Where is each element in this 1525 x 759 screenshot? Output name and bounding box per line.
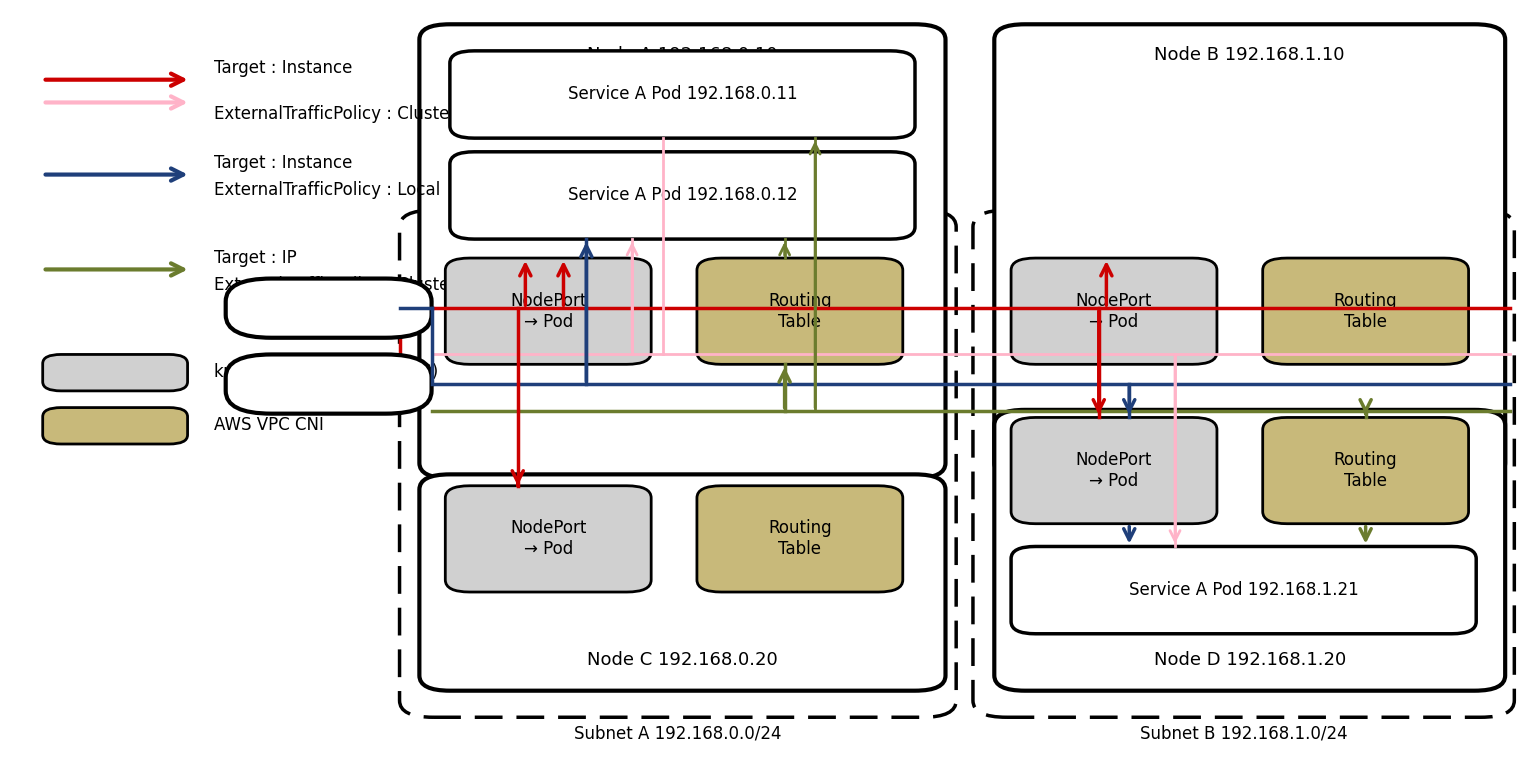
- FancyBboxPatch shape: [43, 354, 188, 391]
- FancyBboxPatch shape: [994, 24, 1505, 478]
- FancyBboxPatch shape: [697, 486, 903, 592]
- FancyBboxPatch shape: [43, 408, 188, 444]
- Text: NodePort
→ Pod: NodePort → Pod: [509, 291, 587, 331]
- FancyBboxPatch shape: [450, 152, 915, 239]
- Text: Node A 192.168.0.10: Node A 192.168.0.10: [587, 46, 778, 64]
- Text: Routing
Table: Routing Table: [769, 519, 831, 559]
- Text: Service A Pod 192.168.0.11: Service A Pod 192.168.0.11: [567, 86, 798, 103]
- Text: ExternalTrafficPolicy : Cluster, Local: ExternalTrafficPolicy : Cluster, Local: [214, 276, 509, 294]
- FancyBboxPatch shape: [226, 354, 432, 414]
- Text: NodePort
→ Pod: NodePort → Pod: [1075, 451, 1153, 490]
- FancyBboxPatch shape: [994, 410, 1505, 691]
- Text: Subnet B 192.168.1.0/24: Subnet B 192.168.1.0/24: [1139, 725, 1348, 743]
- FancyBboxPatch shape: [1011, 546, 1476, 634]
- Text: NodePort
→ Pod: NodePort → Pod: [1075, 291, 1153, 331]
- Text: CLB: CLB: [308, 298, 349, 318]
- FancyBboxPatch shape: [445, 486, 651, 592]
- FancyBboxPatch shape: [445, 258, 651, 364]
- Text: Routing
Table: Routing Table: [769, 291, 831, 331]
- Text: NLB: NLB: [308, 374, 349, 394]
- FancyBboxPatch shape: [697, 258, 903, 364]
- Text: Node D 192.168.1.20: Node D 192.168.1.20: [1153, 651, 1347, 669]
- Text: Node B 192.168.1.10: Node B 192.168.1.10: [1154, 46, 1345, 64]
- Text: kube-proxy (iptables, IPVS): kube-proxy (iptables, IPVS): [214, 363, 438, 381]
- Text: Subnet A 192.168.0.0/24: Subnet A 192.168.0.0/24: [573, 725, 782, 743]
- Text: Routing
Table: Routing Table: [1334, 451, 1397, 490]
- Text: ExternalTrafficPolicy : Local: ExternalTrafficPolicy : Local: [214, 181, 439, 199]
- FancyBboxPatch shape: [419, 474, 946, 691]
- Text: Service A Pod 192.168.1.21: Service A Pod 192.168.1.21: [1128, 581, 1359, 599]
- FancyBboxPatch shape: [400, 210, 956, 717]
- FancyBboxPatch shape: [1011, 258, 1217, 364]
- FancyBboxPatch shape: [973, 210, 1514, 717]
- Text: ExternalTrafficPolicy : Cluster: ExternalTrafficPolicy : Cluster: [214, 105, 456, 123]
- Text: AWS VPC CNI: AWS VPC CNI: [214, 416, 323, 434]
- Text: Service A Pod 192.168.0.12: Service A Pod 192.168.0.12: [567, 187, 798, 204]
- FancyBboxPatch shape: [1263, 258, 1469, 364]
- FancyBboxPatch shape: [419, 24, 946, 478]
- Text: Node C 192.168.0.20: Node C 192.168.0.20: [587, 651, 778, 669]
- Text: Target : Instance: Target : Instance: [214, 154, 352, 172]
- Text: Target : Instance: Target : Instance: [214, 59, 352, 77]
- FancyBboxPatch shape: [450, 51, 915, 138]
- Text: Target : IP: Target : IP: [214, 249, 296, 267]
- FancyBboxPatch shape: [226, 279, 432, 338]
- FancyBboxPatch shape: [1011, 417, 1217, 524]
- FancyBboxPatch shape: [1263, 417, 1469, 524]
- Text: Routing
Table: Routing Table: [1334, 291, 1397, 331]
- Text: NodePort
→ Pod: NodePort → Pod: [509, 519, 587, 559]
